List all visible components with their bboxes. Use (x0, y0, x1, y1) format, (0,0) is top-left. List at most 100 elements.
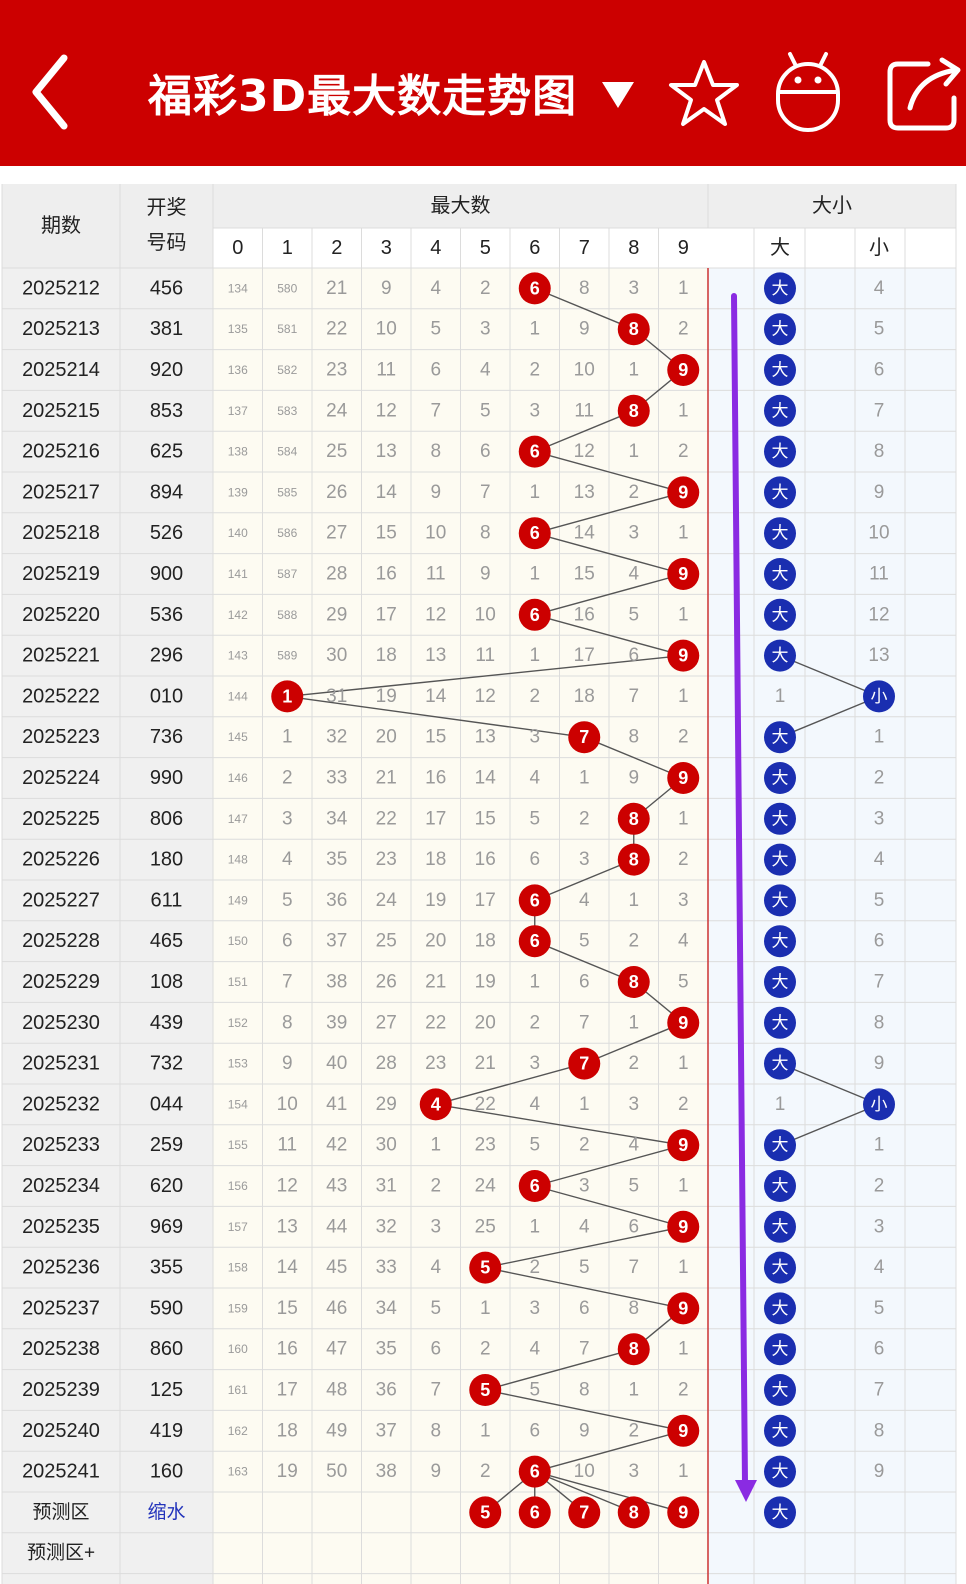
size-ball (764, 598, 796, 631)
omit-cell: 6 (480, 441, 491, 462)
omit-cell: 22 (425, 1012, 446, 1033)
omit-cell: 582 (277, 363, 297, 377)
predict-ball[interactable] (518, 1496, 551, 1529)
omit-cell: 23 (475, 1135, 496, 1156)
size-ball-label: 大 (772, 891, 789, 910)
draw-number-cell: 620 (150, 1175, 183, 1197)
omit-cell: 3 (529, 400, 540, 421)
col-header-draw-line1: 开奖 (147, 196, 187, 219)
max-ball-label: 6 (530, 931, 540, 951)
omit-cell: 1 (480, 1298, 491, 1319)
omit-cell: 140 (228, 526, 248, 540)
omit-cell: 28 (326, 564, 347, 585)
omit-cell: 2 (480, 1461, 491, 1482)
max-trend-segment (485, 1266, 684, 1310)
digit-header-3: 3 (381, 237, 392, 259)
max-ball (518, 1455, 551, 1488)
size-ball (764, 1414, 796, 1447)
size-ball-label: 大 (772, 1217, 789, 1236)
omit-cell: 11 (574, 400, 594, 421)
omit-cell: 44 (326, 1216, 348, 1237)
omit-cell: 152 (228, 1016, 248, 1030)
predict-ball[interactable] (568, 1496, 601, 1529)
omit-cell: 35 (326, 849, 347, 870)
omit-cell: 7 (430, 1380, 441, 1401)
omit-cell: 153 (228, 1057, 248, 1071)
omit-cell: 20 (475, 1012, 496, 1033)
omit-cell: 5 (529, 808, 540, 829)
omit-cell: 25 (326, 441, 347, 462)
max-ball (667, 1006, 700, 1039)
omit-cell: 1 (678, 1053, 689, 1074)
dropdown-caret-icon[interactable] (600, 76, 636, 112)
predict-ball[interactable] (617, 1496, 650, 1529)
size-ball (764, 966, 796, 998)
trend-arrow-head (735, 1480, 757, 1502)
omit-cell: 139 (228, 485, 248, 499)
size-ball (863, 1088, 895, 1121)
omit-cell: 158 (228, 1261, 248, 1275)
omit-cell: 138 (228, 445, 248, 459)
omit-cell: 12 (475, 686, 496, 707)
omit-cell: 5 (628, 1176, 639, 1197)
size-ball-label: 大 (772, 646, 789, 665)
size-ball-label: 大 (772, 1381, 789, 1400)
draw-number-cell: 536 (150, 604, 183, 626)
omit-cell: 12 (425, 604, 446, 625)
draw-number-cell: 259 (150, 1134, 183, 1156)
omit-cell: 2 (579, 808, 590, 829)
size-omit-cell: 8 (874, 1420, 885, 1441)
page-title[interactable]: 福彩3D最大数走势图 (148, 71, 578, 122)
shrink-link[interactable]: 缩水 (147, 1501, 185, 1523)
predict-ball[interactable] (469, 1496, 502, 1529)
size-ball-label: 大 (772, 605, 789, 624)
max-trend-segment (534, 614, 684, 657)
group-header-size: 大小 (812, 194, 852, 217)
omit-cell: 2 (480, 1339, 491, 1360)
predict-ball[interactable] (667, 1496, 700, 1529)
header-gap (0, 166, 966, 184)
size-ball-label: 大 (772, 442, 789, 461)
size-ball-label: 大 (772, 1462, 789, 1481)
omit-cell: 19 (277, 1461, 298, 1482)
size-ball-label: 大 (772, 483, 789, 502)
size-omit-cell: 3 (874, 808, 885, 829)
max-trend-segment (534, 491, 684, 534)
max-ball (419, 1088, 452, 1121)
size-ball-label: 大 (772, 1421, 789, 1440)
omit-cell: 4 (579, 890, 590, 911)
robot-icon[interactable] (772, 50, 844, 134)
omit-cell: 15 (425, 727, 446, 748)
back-arrow-icon[interactable] (28, 52, 78, 132)
omit-cell: 1 (678, 278, 689, 299)
star-icon[interactable] (668, 58, 740, 130)
max-ball (667, 762, 700, 794)
omit-cell: 5 (529, 1380, 540, 1401)
omit-cell: 586 (277, 526, 297, 540)
share-icon[interactable] (884, 54, 966, 134)
omit-cell: 4 (678, 931, 689, 952)
max-ball (667, 1129, 700, 1162)
omit-cell: 32 (326, 727, 347, 748)
period-cell: 2025214 (22, 359, 100, 381)
omit-cell: 161 (228, 1383, 248, 1397)
draw-number-cell: 920 (150, 359, 183, 381)
omit-cell: 14 (277, 1257, 299, 1278)
omit-cell: 21 (425, 972, 446, 993)
draw-number-cell: 108 (150, 971, 183, 993)
omit-cell: 1 (579, 1094, 590, 1115)
size-omit-cell: 10 (868, 523, 889, 544)
draw-number-cell: 590 (150, 1297, 183, 1319)
predict-size-ball[interactable] (764, 1496, 796, 1529)
omit-cell: 1 (529, 972, 540, 993)
col-header-period: 期数 (41, 214, 81, 237)
omit-cell: 2 (430, 1176, 441, 1197)
omit-cell: 2 (678, 1094, 689, 1115)
max-ball-label: 8 (629, 850, 639, 870)
max-ball (617, 843, 650, 876)
size-ball (764, 435, 796, 468)
omit-cell: 1 (678, 1257, 689, 1278)
size-omit-cell: 5 (874, 319, 885, 340)
omit-cell: 38 (376, 1461, 397, 1482)
draw-number-cell: 860 (150, 1338, 183, 1360)
